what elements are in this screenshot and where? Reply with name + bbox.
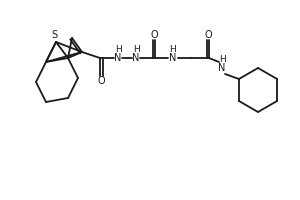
Text: H: H xyxy=(115,46,122,54)
Text: N: N xyxy=(169,53,177,63)
Text: O: O xyxy=(150,30,158,40)
Text: H: H xyxy=(219,55,225,64)
Text: S: S xyxy=(51,30,57,40)
Text: N: N xyxy=(132,53,140,63)
Text: O: O xyxy=(204,30,212,40)
Text: N: N xyxy=(114,53,122,63)
Text: H: H xyxy=(133,46,140,54)
Text: H: H xyxy=(169,46,176,54)
Text: N: N xyxy=(218,63,226,73)
Text: O: O xyxy=(97,76,105,86)
